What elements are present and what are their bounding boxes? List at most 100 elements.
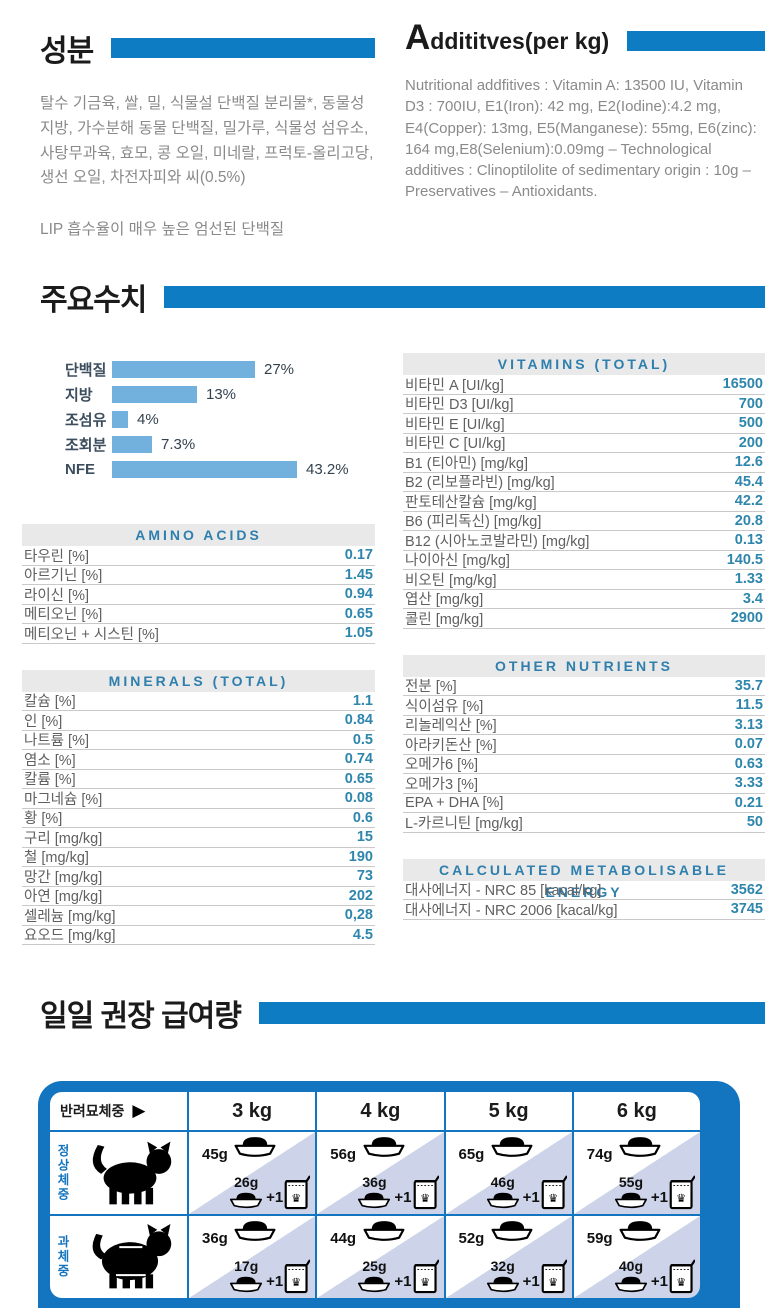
table-row: 아연 [mg/kg] 202 — [22, 887, 375, 907]
svg-text:♛: ♛ — [548, 1277, 558, 1289]
row-value: 73 — [356, 868, 373, 885]
row-value: 200 — [738, 434, 763, 451]
row-value: 0.63 — [734, 755, 763, 772]
table-header: OTHER NUTRIENTS — [403, 654, 765, 677]
row-label: B1 (티아민) [mg/kg] — [405, 455, 529, 472]
bowl-icon — [230, 1276, 263, 1293]
feeding-cell: 45g 26g +1 ♛ — [189, 1132, 316, 1215]
cat-weight-label: 과체중 — [55, 1235, 69, 1279]
row-value: 3.4 — [742, 590, 763, 607]
row-value: 0,28 — [344, 907, 373, 924]
chart-bar — [112, 436, 152, 454]
row-value: 4.5 — [352, 926, 373, 943]
weight-header: 4 kg — [317, 1092, 444, 1131]
row-value: 42.2 — [734, 493, 763, 510]
row-label: 칼륨 [%] — [24, 772, 76, 789]
table-row: 나트륨 [%] 0.5 — [22, 731, 375, 751]
table-row: 구리 [mg/kg] 15 — [22, 828, 375, 848]
chart-value: 27% — [264, 361, 295, 379]
row-value: 1.33 — [734, 571, 763, 588]
row-value: 45.4 — [734, 473, 763, 490]
chart-row: 조회분 7.3% — [65, 432, 375, 457]
table-amino-acids: AMINO ACIDS 타우린 [%] 0.17 아르기닌 [%] 1.45 — [22, 524, 375, 644]
row-label: 콜린 [mg/kg] — [405, 611, 484, 628]
bowl-icon — [363, 1137, 405, 1158]
heading-bar — [627, 30, 765, 51]
row-value: 1.45 — [344, 566, 373, 583]
row-label: 염소 [%] — [24, 752, 76, 769]
table-row: 비타민 E [UI/kg] 500 — [403, 414, 765, 434]
row-value: 0.07 — [734, 736, 763, 753]
feeding-cell: 59g 40g +1 ♛ — [573, 1216, 700, 1299]
row-value: 11.5 — [735, 697, 763, 714]
table-row: 타우린 [%] 0.17 — [22, 546, 375, 566]
bowl-icon — [234, 1137, 276, 1158]
table-row: 메티오닌 + 시스틴 [%] 1.05 — [22, 624, 375, 644]
bowl-icon — [358, 1192, 391, 1209]
weight-header: 5 kg — [445, 1092, 572, 1131]
chart-bar — [112, 361, 255, 379]
row-label: B6 (피리독신) [mg/kg] — [405, 514, 542, 531]
bowl-icon — [363, 1221, 405, 1242]
row-label: 셀레늄 [mg/kg] — [24, 908, 116, 925]
chart-row: 조섬유 4% — [65, 407, 375, 432]
ingredients-section: 성분 탈수 기금육, 쌀, 밀, 식물설 단백질 분리물*, 동물성 지방, 가… — [40, 26, 375, 239]
svg-text:♛: ♛ — [676, 1277, 686, 1289]
row-value: 3745 — [730, 901, 763, 918]
table-row: 판토테산칼슘 [mg/kg] 42.2 — [403, 492, 765, 512]
table-row: 대사에너지 - NRC 85 [kacal/kg] 3562 — [403, 881, 765, 901]
table-row: 오메가3 [%] 3.33 — [403, 774, 765, 794]
row-value: 0.08 — [344, 790, 373, 807]
bowl-icon — [614, 1192, 647, 1209]
bowl-icon — [486, 1276, 519, 1293]
cat-normal-icon — [92, 1141, 171, 1205]
row-value: 0.74 — [344, 751, 373, 768]
plus-label: +1 — [394, 1189, 412, 1207]
table-row: L-카르니틴 [mg/kg] 50 — [403, 813, 765, 833]
cat-overweight-icon — [92, 1224, 171, 1289]
row-label: 구리 [mg/kg] — [24, 830, 103, 847]
row-value: 15 — [356, 829, 373, 846]
table-row: EPA + DHA [%] 0.21 — [403, 794, 765, 814]
pouch-icon: ♛ — [284, 1175, 311, 1210]
table-row: B12 (시아노코발라민) [mg/kg] 0.13 — [403, 531, 765, 551]
row-label: 엽산 [mg/kg] — [405, 592, 484, 609]
row-value: 0.94 — [344, 586, 373, 603]
row-value: 500 — [738, 415, 763, 432]
additives-section: Addititves(per kg) Nutritional addfitive… — [405, 20, 765, 239]
chart-label: 단백질 — [65, 362, 107, 380]
bowl-icon — [358, 1276, 391, 1293]
arrow-icon: ▶ — [132, 1101, 146, 1121]
bowl-icon — [234, 1221, 276, 1242]
table-row: 아라키돈산 [%] 0.07 — [403, 735, 765, 755]
header-label-text: 반려묘체중 — [60, 1103, 125, 1120]
pouch-icon: ♛ — [669, 1259, 695, 1294]
row-label: 아르기닌 [%] — [24, 568, 103, 585]
row-value: 0.6 — [352, 809, 373, 826]
chart-value: 4% — [137, 411, 159, 429]
feeding-title: 일일 권장 급여량 — [40, 1000, 242, 1034]
bowl-icon — [486, 1192, 519, 1209]
chart-bar — [112, 461, 297, 479]
row-label: 라이신 [%] — [24, 587, 89, 604]
svg-text:♛: ♛ — [548, 1193, 558, 1205]
pouch-icon: ♛ — [669, 1175, 695, 1210]
table-row: 엽산 [mg/kg] 3.4 — [403, 590, 765, 610]
row-label: 비타민 C [UI/kg] — [405, 436, 506, 453]
table-row: 비오틴 [mg/kg] 1.33 — [403, 570, 765, 590]
table-header: CALCULATED METABOLISABLE ENERGY — [403, 858, 765, 900]
table-row: 칼륨 [%] 0.65 — [22, 770, 375, 790]
row-value: 0.17 — [344, 547, 373, 564]
chart-row: 지방 13% — [65, 382, 375, 407]
feeding-cell: 52g 32g +1 ♛ — [445, 1216, 572, 1299]
row-value: 0.65 — [344, 605, 373, 622]
row-value: 140.5 — [726, 551, 763, 568]
row-label: 메티오닌 + 시스틴 [%] — [24, 626, 159, 643]
row-label: B2 (리보플라빈) [mg/kg] — [405, 475, 555, 492]
row-value: 0.13 — [734, 532, 763, 549]
row-value: 16500 — [722, 376, 763, 393]
feeding-cell: 65g 46g +1 ♛ — [445, 1132, 572, 1215]
feeding-cell: 36g 17g +1 ♛ — [189, 1216, 316, 1299]
row-value: 202 — [348, 887, 373, 904]
bowl-icon — [619, 1221, 661, 1242]
